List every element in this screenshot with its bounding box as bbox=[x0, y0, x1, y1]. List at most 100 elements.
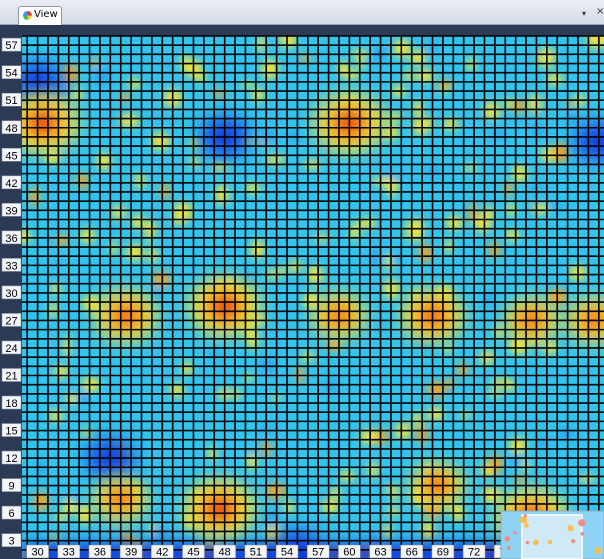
y-tick-box bbox=[1, 92, 22, 107]
minimap-dot bbox=[524, 523, 529, 528]
heatmap-speckle bbox=[284, 499, 293, 514]
close-icon[interactable]: × bbox=[596, 6, 604, 17]
y-tick-box bbox=[1, 368, 22, 382]
heatmap-speckle bbox=[135, 173, 145, 189]
x-tick-label: 54 bbox=[281, 547, 293, 559]
heatmap-speckle bbox=[548, 202, 564, 210]
y-tick-box bbox=[1, 423, 22, 437]
heatmap-speckle bbox=[373, 177, 391, 186]
heatmap-speckle bbox=[349, 227, 359, 240]
heatmap-speckle bbox=[62, 499, 77, 515]
heatmap-speckle bbox=[197, 71, 206, 84]
heatmap-speckle bbox=[484, 101, 500, 120]
hot-spot-core bbox=[114, 305, 138, 327]
minimap-dot bbox=[547, 540, 553, 545]
x-tick-label: 33 bbox=[63, 547, 75, 559]
y-tick-label: 45 bbox=[5, 150, 17, 162]
minimap-thumbnail[interactable] bbox=[500, 510, 604, 559]
y-tick-label: 36 bbox=[5, 233, 17, 245]
heatmap-speckle bbox=[367, 462, 378, 478]
heatmap-speckle bbox=[474, 214, 491, 233]
heatmap-speckle bbox=[265, 155, 285, 164]
heatmap-speckle bbox=[261, 59, 279, 79]
minimap-dot bbox=[504, 535, 511, 542]
heatmap-speckle bbox=[278, 266, 287, 275]
x-tick-label: 30 bbox=[31, 547, 43, 559]
heatmap-speckle bbox=[212, 90, 226, 97]
heatmap-speckle bbox=[445, 344, 452, 354]
x-tick-box bbox=[462, 544, 486, 559]
minimap-viewport bbox=[521, 514, 583, 559]
heatmap-speckle bbox=[325, 378, 339, 395]
heatmap-speckle bbox=[131, 214, 145, 229]
heatmap-speckle bbox=[379, 130, 398, 138]
x-tick-box bbox=[338, 544, 361, 559]
y-tick-label: 27 bbox=[5, 315, 17, 327]
heatmap-speckle bbox=[463, 164, 478, 171]
y-tick-label: 54 bbox=[5, 68, 17, 80]
heatmap-speckle bbox=[36, 459, 46, 478]
y-tick-label: 12 bbox=[5, 453, 17, 465]
x-tick-label: 72 bbox=[468, 547, 480, 559]
heatmap-speckle bbox=[93, 67, 111, 87]
y-tick-label: 6 bbox=[8, 508, 14, 520]
y-tick-box bbox=[1, 395, 22, 410]
heatmap-speckle bbox=[245, 448, 257, 455]
x-tick-box bbox=[119, 544, 143, 559]
heatmap-speckle bbox=[78, 504, 92, 525]
x-tick-box bbox=[306, 544, 330, 559]
heatmap-view[interactable]: 3 6 9 12 15 18 21 24 27 30 33 36 39 42 45 48 51 54 57 30 33… bbox=[0, 25, 604, 559]
minimap-dot bbox=[571, 539, 576, 544]
y-tick-label: 21 bbox=[5, 370, 17, 382]
minimap-dot bbox=[567, 525, 574, 532]
heatmap-speckle bbox=[148, 247, 158, 263]
heatmap-speckle bbox=[241, 81, 253, 88]
x-tick-label: 63 bbox=[374, 547, 386, 559]
y-tick-label: 15 bbox=[5, 426, 17, 438]
heatmap-speckle bbox=[49, 410, 63, 422]
heatmap-speckle bbox=[460, 411, 470, 419]
heatmap-speckle bbox=[330, 487, 341, 499]
y-tick-box bbox=[1, 258, 22, 272]
heatmap-speckle bbox=[359, 218, 375, 229]
y-tick-label: 9 bbox=[8, 481, 14, 493]
heatmap-speckle bbox=[405, 233, 423, 241]
y-tick-label: 42 bbox=[5, 178, 17, 190]
heatmap-speckle bbox=[512, 100, 526, 113]
heatmap-speckle bbox=[151, 287, 163, 302]
heatmap-speckle bbox=[539, 434, 547, 451]
y-tick-box bbox=[1, 230, 22, 245]
x-axis-ticks: 3033363942454851545760636669727578 bbox=[26, 544, 548, 559]
heatmap-speckle bbox=[110, 241, 117, 255]
heatmap-speckle bbox=[457, 362, 468, 377]
y-tick-label: 18 bbox=[5, 398, 17, 410]
tab-view[interactable]: View bbox=[18, 6, 62, 25]
heatmap-speckle bbox=[445, 378, 455, 389]
heatmap-speckle bbox=[495, 324, 503, 340]
minimap-dot bbox=[533, 539, 539, 546]
y-tick-box bbox=[1, 533, 22, 547]
heatmap-speckle bbox=[322, 499, 339, 514]
heatmap-speckle bbox=[55, 513, 66, 522]
heatmap-speckle bbox=[257, 36, 265, 53]
heatmap-speckle bbox=[159, 183, 170, 199]
y-tick-box bbox=[1, 37, 22, 52]
heatmap-speckle bbox=[416, 69, 434, 83]
y-tick-label: 57 bbox=[5, 40, 17, 52]
x-tick-box bbox=[151, 544, 174, 559]
y-tick-label: 48 bbox=[5, 123, 17, 135]
y-tick-box bbox=[1, 120, 22, 135]
chevron-down-icon[interactable]: ▾ bbox=[582, 9, 587, 18]
heatmap-speckle bbox=[74, 391, 90, 405]
y-tick-label: 33 bbox=[5, 260, 17, 272]
minimap-dot bbox=[594, 547, 602, 554]
heatmap-speckle bbox=[546, 73, 563, 85]
minimap-dot bbox=[525, 540, 530, 545]
y-tick-box bbox=[1, 203, 22, 217]
heatmap-speckle bbox=[413, 100, 424, 115]
x-tick-label: 36 bbox=[94, 547, 106, 559]
heatmap-speckle bbox=[412, 412, 422, 427]
heatmap-speckle bbox=[191, 154, 198, 169]
y-tick-box bbox=[1, 313, 22, 327]
